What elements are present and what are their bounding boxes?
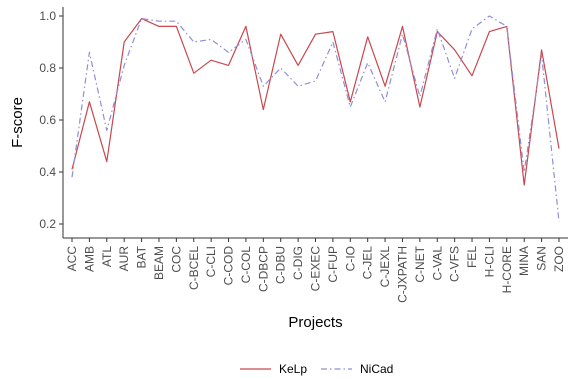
y-tick-label: 0.8 [39,61,56,75]
x-tick-label: C-EXEC [309,246,323,292]
x-tick-label: C-DBCP [256,246,270,292]
x-tick-label: C-NET [413,245,427,282]
x-tick-label: C-BCEL [187,246,201,290]
x-tick-label: FEL [465,246,479,268]
x-tick-label: C-CLI [204,246,218,277]
x-tick-label: AMB [82,246,96,272]
x-tick-label: C-VAL [430,246,444,281]
x-tick-label: ATL [100,246,114,267]
series-layer [71,15,560,222]
x-tick-label: BEAM [152,246,166,280]
x-axis: ACC AMB ATL AUR BAT BEAM COC C-BCEL C-CLI C-COD C-… [63,237,568,303]
x-tick-label: MINA [517,246,531,276]
x-tick-label: C-JEL [361,246,375,280]
x-tick-label: SAN [535,246,549,271]
x-tick-label: H-CLI [482,246,496,277]
x-tick-label: C-FUP [326,246,340,283]
legend: KeLp NiCad [240,362,393,376]
x-tick-label: C-COL [239,246,253,284]
x-tick-label: AUR [117,246,131,272]
x-tick-label: BAT [135,245,149,268]
y-tick-label: 0.2 [39,217,56,231]
x-tick-label: C-DBU [274,246,288,284]
x-tick-label: C-IO [343,246,357,271]
x-tick-label: C-DIG [291,246,305,280]
y-tick-label: 0.4 [39,165,56,179]
x-tick-label: C-COD [222,246,236,286]
x-tick-label: H-CORE [500,246,514,293]
series-line-nicad [71,15,560,222]
x-tick-label: C-VFS [448,246,462,282]
y-tick-label: 0.6 [39,113,56,127]
y-tick-label: 1.0 [39,9,56,23]
x-tick-label: ACC [65,246,79,272]
x-tick-label: COC [169,246,183,273]
y-axis: 0.2 0.4 0.6 0.8 1.0 [39,7,64,238]
x-tick-label: C-JEXL [378,246,392,288]
x-tick-label: C-JXPATH [395,246,409,303]
y-axis-title: F-score [9,97,26,148]
series-line-kelp [71,18,560,186]
x-tick-label: ZOO [552,246,566,272]
x-axis-title: Projects [288,314,342,331]
legend-label-nicad: NiCad [360,362,393,376]
legend-label-kelp: KeLp [279,362,307,376]
